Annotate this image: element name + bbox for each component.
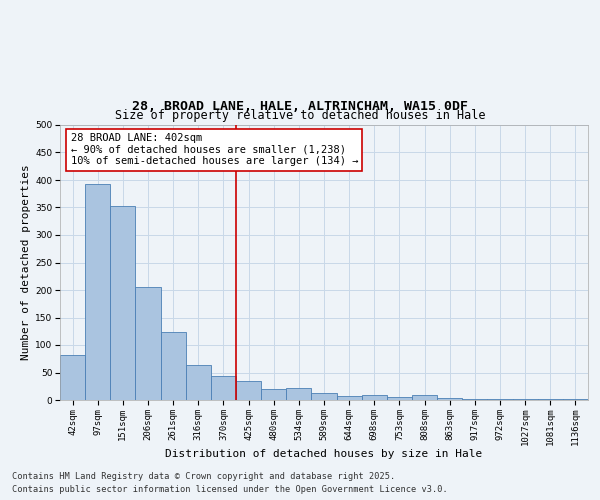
Bar: [60, 355, 85, 400]
Bar: [487, 399, 512, 400]
Bar: [462, 399, 487, 400]
Text: Size of property relative to detached houses in Hale: Size of property relative to detached ho…: [115, 110, 485, 122]
Text: Contains HM Land Registry data © Crown copyright and database right 2025.: Contains HM Land Registry data © Crown c…: [12, 472, 395, 481]
Bar: [437, 398, 462, 400]
Y-axis label: Number of detached properties: Number of detached properties: [21, 164, 31, 360]
Bar: [311, 393, 337, 400]
Text: 28, BROAD LANE, HALE, ALTRINCHAM, WA15 0DF: 28, BROAD LANE, HALE, ALTRINCHAM, WA15 0…: [132, 100, 468, 112]
Bar: [412, 395, 437, 400]
Bar: [211, 376, 236, 400]
Bar: [387, 397, 412, 400]
Bar: [236, 382, 261, 400]
Bar: [337, 396, 362, 400]
Bar: [85, 184, 110, 400]
Text: Contains public sector information licensed under the Open Government Licence v3: Contains public sector information licen…: [12, 485, 448, 494]
Bar: [286, 388, 311, 400]
Bar: [362, 395, 387, 400]
Bar: [512, 399, 538, 400]
Bar: [186, 365, 211, 400]
Text: 28 BROAD LANE: 402sqm
← 90% of detached houses are smaller (1,238)
10% of semi-d: 28 BROAD LANE: 402sqm ← 90% of detached …: [71, 133, 358, 166]
Bar: [563, 399, 588, 400]
Bar: [161, 332, 186, 400]
Bar: [136, 287, 161, 400]
Bar: [110, 206, 136, 400]
X-axis label: Distribution of detached houses by size in Hale: Distribution of detached houses by size …: [166, 450, 482, 460]
Bar: [261, 389, 286, 400]
